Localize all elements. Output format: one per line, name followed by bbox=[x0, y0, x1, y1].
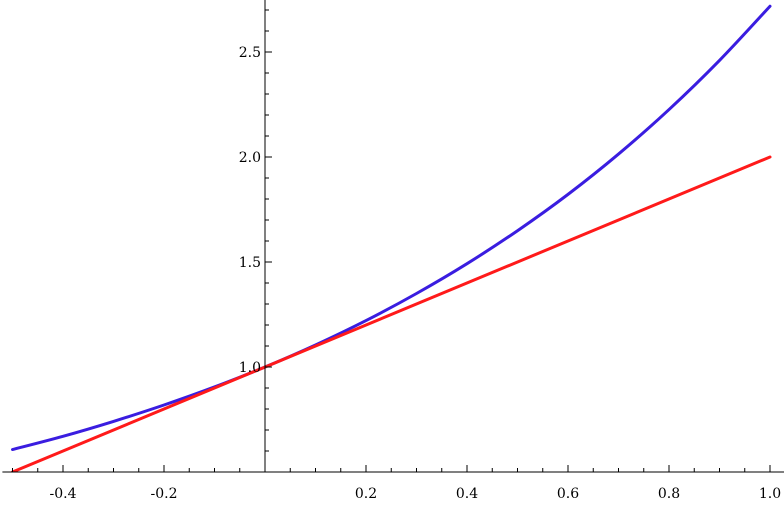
y-tick-label: 2.0 bbox=[239, 150, 261, 166]
y-tick-label: 1.5 bbox=[239, 255, 261, 271]
x-tick-label: 0.8 bbox=[658, 486, 680, 502]
x-tick-label: 0.4 bbox=[456, 486, 478, 502]
x-tick-label: -0.4 bbox=[50, 486, 77, 502]
series-layer bbox=[11, 4, 772, 472]
y-tick-label: 1.0 bbox=[239, 360, 261, 376]
x-tick-label: 1.0 bbox=[759, 486, 781, 502]
x-tick-label: 0.2 bbox=[355, 486, 377, 502]
series-line-2 bbox=[11, 155, 772, 472]
x-tick-label: 0.6 bbox=[557, 486, 579, 502]
series-line-1 bbox=[11, 4, 772, 452]
x-tick-label: -0.2 bbox=[151, 486, 178, 502]
y-tick-label: 2.5 bbox=[239, 45, 261, 61]
